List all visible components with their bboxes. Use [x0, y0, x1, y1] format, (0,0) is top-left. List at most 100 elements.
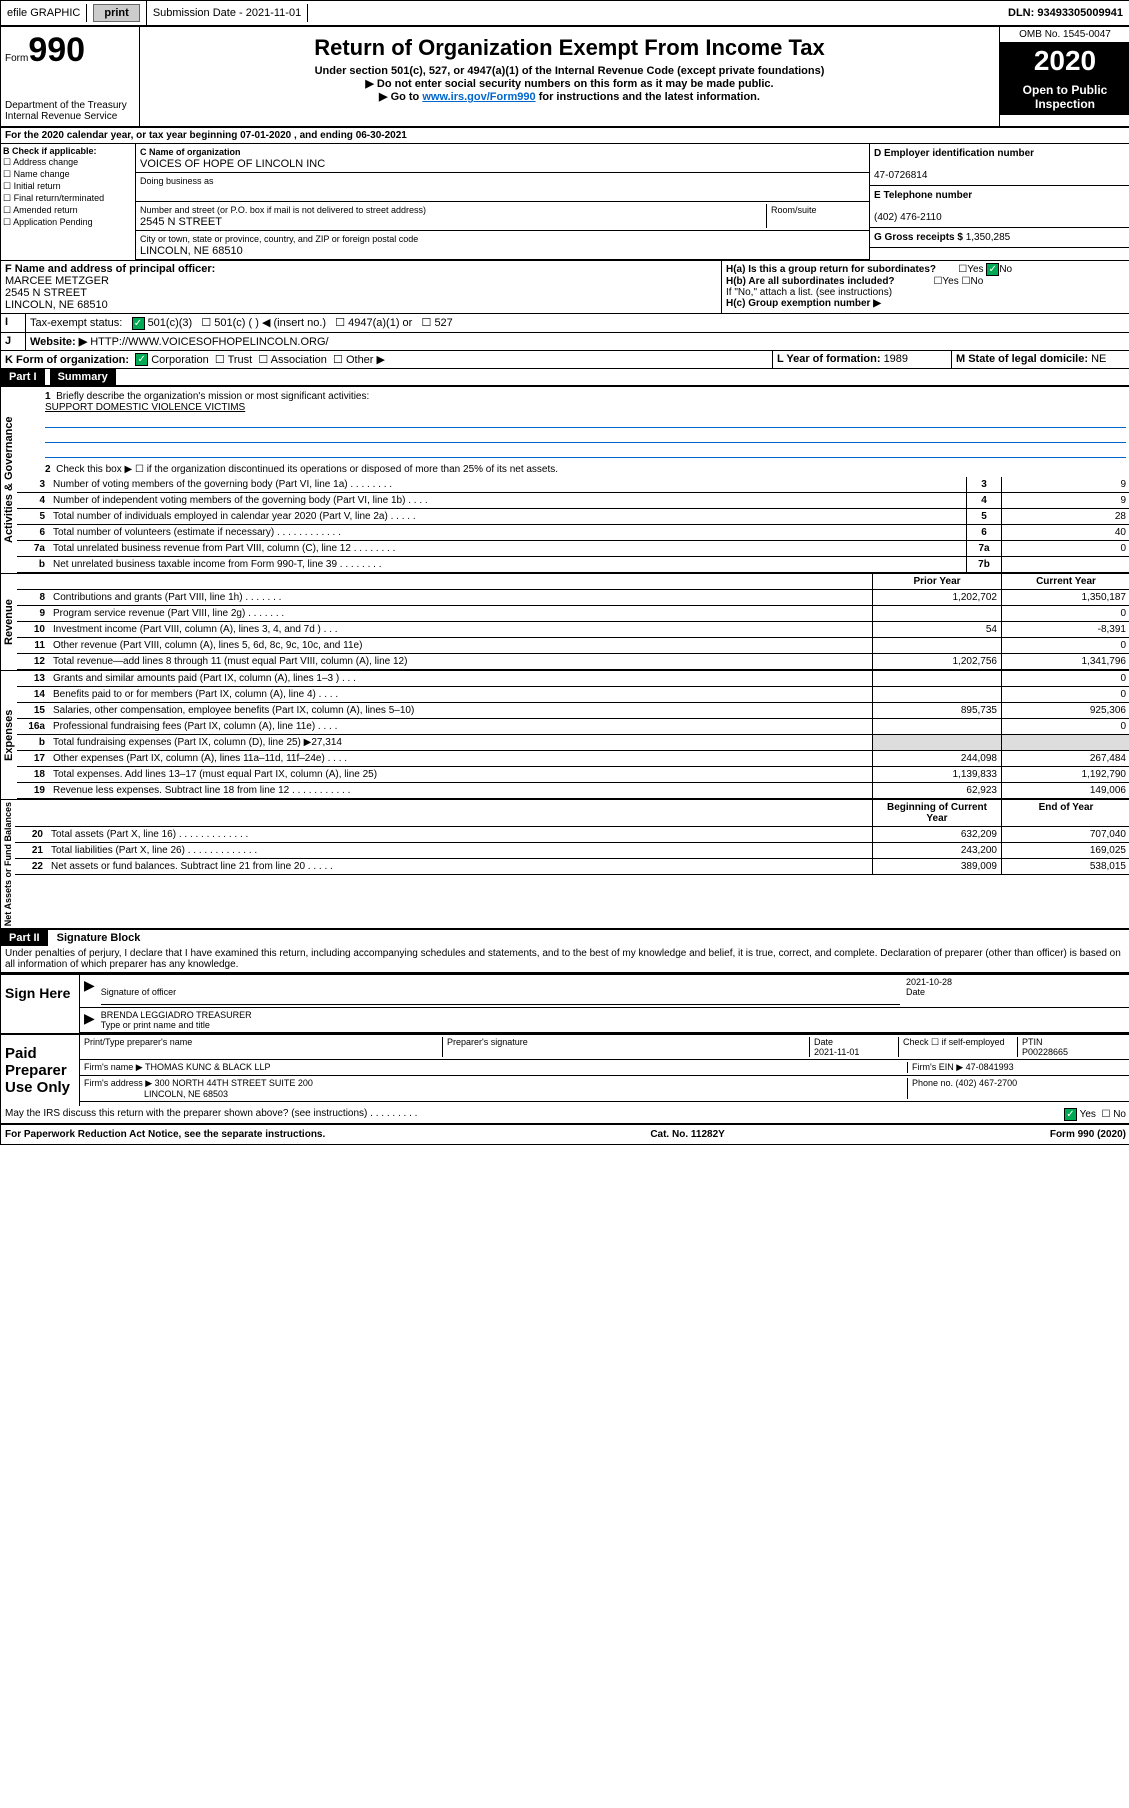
footer: For Paperwork Reduction Act Notice, see … [1, 1124, 1129, 1144]
firm-addr-label: Firm's address ▶ [84, 1078, 155, 1088]
paid-label: Paid Preparer Use Only [1, 1035, 80, 1106]
discuss-no: No [1113, 1110, 1126, 1121]
firm-addr1: 300 NORTH 44TH STREET SUITE 200 [155, 1078, 313, 1088]
chk-name: Name change [14, 169, 70, 179]
form-number: 990 [28, 31, 85, 69]
hb-no: No [971, 276, 984, 287]
phone: (402) 476-2110 [874, 212, 942, 223]
k-corp: Corporation [151, 354, 208, 366]
page-title: Return of Organization Exempt From Incom… [144, 31, 995, 65]
part2-title: Signature Block [57, 932, 141, 944]
chk-initial: Initial return [14, 181, 61, 191]
f-label: F Name and address of principal officer: [5, 263, 215, 275]
expenses-label: Expenses [1, 671, 17, 799]
ha-no: No [999, 264, 1012, 275]
k-assoc: Association [271, 354, 327, 366]
sign-here-block: Sign Here ▶Signature of officer2021-10-2… [1, 973, 1129, 1033]
ha-label: H(a) Is this a group return for subordin… [726, 264, 936, 275]
header: Form990 Department of the Treasury Inter… [1, 27, 1129, 128]
revenue-block: Revenue Prior YearCurrent Year 8Contribu… [1, 573, 1129, 670]
chk-addr: Address change [13, 157, 78, 167]
discuss: May the IRS discuss this return with the… [5, 1108, 1064, 1121]
governance-label: Activities & Governance [1, 387, 17, 573]
street-label: Number and street (or P.O. box if mail i… [140, 205, 426, 215]
section-abc: B Check if applicable: ☐ Address change … [1, 144, 1129, 261]
k-trust: Trust [228, 354, 253, 366]
chk-amended: Amended return [13, 205, 78, 215]
org-name: VOICES OF HOPE OF LINCOLN INC [140, 158, 325, 170]
irs-link[interactable]: www.irs.gov/Form990 [422, 91, 535, 103]
firm-name-label: Firm's name ▶ [84, 1062, 145, 1072]
part2-hdr: Part II [1, 930, 48, 946]
part2-header: Part II Signature Block [1, 930, 1129, 946]
current-year-hdr: Current Year [1001, 574, 1129, 589]
line1: Briefly describe the organization's miss… [56, 391, 369, 402]
subdate: 2021-11-01 [246, 7, 301, 19]
chk-final: Final return/terminated [14, 193, 105, 203]
part1-title: Summary [50, 369, 116, 385]
officer-addr1: 2545 N STREET [5, 287, 87, 299]
netassets-block: Net Assets or Fund Balances Beginning of… [1, 799, 1129, 930]
k-label: K Form of organization: [5, 354, 129, 366]
prior-year-hdr: Prior Year [872, 574, 1001, 589]
street: 2545 N STREET [140, 216, 222, 228]
sub3b: for instructions and the latest informat… [536, 91, 760, 103]
ptin-label: PTIN [1022, 1037, 1043, 1047]
prep-date: 2021-11-01 [814, 1047, 859, 1057]
efile-label: efile GRAPHIC [1, 4, 87, 22]
hb-yes: Yes [942, 276, 958, 287]
sig-officer-label: Signature of officer [101, 987, 176, 997]
netassets-label: Net Assets or Fund Balances [1, 800, 15, 928]
j-label: Website: ▶ [30, 336, 87, 348]
firm-addr2: LINCOLN, NE 68503 [144, 1089, 228, 1099]
revenue-label: Revenue [1, 574, 17, 670]
ein: 47-0726814 [874, 170, 927, 181]
i-501c3: 501(c)(3) [148, 317, 193, 329]
form-label: Form [5, 53, 28, 64]
prep-name-label: Print/Type preparer's name [84, 1037, 443, 1057]
m-val: NE [1091, 353, 1106, 365]
e-label: E Telephone number [874, 190, 972, 201]
section-k: K Form of organization: ✓ Corporation ☐ … [1, 351, 1129, 370]
paid-preparer-block: Paid Preparer Use Only Print/Type prepar… [1, 1033, 1129, 1106]
firm-name: THOMAS KUNC & BLACK LLP [145, 1062, 271, 1072]
dln: DLN: 93493305009941 [308, 4, 1129, 22]
dept: Department of the Treasury Internal Reve… [5, 100, 135, 122]
officer-addr2: LINCOLN, NE 68510 [5, 299, 108, 311]
ha-yes: Yes [967, 264, 983, 275]
print-button[interactable]: print [93, 4, 139, 22]
hc-label: H(c) Group exemption number ▶ [726, 298, 1126, 309]
topbar: efile GRAPHIC print Submission Date - 20… [1, 1, 1129, 27]
officer: MARCEE METZGER [5, 275, 109, 287]
firm-phone-label: Phone no. [912, 1078, 956, 1088]
firm-phone: (402) 467-2700 [956, 1078, 1018, 1088]
expenses-block: Expenses 13Grants and similar amounts pa… [1, 670, 1129, 799]
form-footer: Form 990 (2020) [1050, 1129, 1126, 1140]
part1-header: Part I Summary [1, 369, 1129, 386]
open-public: Open to Public Inspection [1000, 79, 1129, 115]
cat: Cat. No. 11282Y [650, 1129, 724, 1140]
k-other: Other ▶ [346, 354, 385, 366]
dba-label: Doing business as [140, 176, 214, 186]
begin-year-hdr: Beginning of Current Year [872, 800, 1001, 826]
sig-date-label: Date [906, 987, 925, 997]
b-label: B Check if applicable: [3, 146, 97, 156]
i-527: 527 [434, 317, 452, 329]
line-a: For the 2020 calendar year, or tax year … [1, 128, 1129, 144]
discuss-row: May the IRS discuss this return with the… [1, 1106, 1129, 1124]
gross: 1,350,285 [966, 232, 1011, 243]
firm-ein: 47-0841993 [966, 1062, 1014, 1072]
g-label: G Gross receipts $ [874, 232, 966, 243]
year: 2020 [1000, 43, 1129, 79]
room-label: Room/suite [771, 205, 817, 215]
chk-pending: Application Pending [13, 217, 93, 227]
city: LINCOLN, NE 68510 [140, 245, 243, 257]
subdate-label: Submission Date - [153, 7, 246, 19]
omb: OMB No. 1545-0047 [1000, 27, 1129, 43]
hb-label: H(b) Are all subordinates included? [726, 276, 895, 287]
firm-ein-label: Firm's EIN ▶ [912, 1062, 966, 1072]
perjury: Under penalties of perjury, I declare th… [1, 946, 1129, 973]
discuss-yes: Yes [1080, 1110, 1096, 1121]
sub3a: ▶ Go to [379, 91, 422, 103]
subtitle2: ▶ Do not enter social security numbers o… [144, 77, 995, 90]
